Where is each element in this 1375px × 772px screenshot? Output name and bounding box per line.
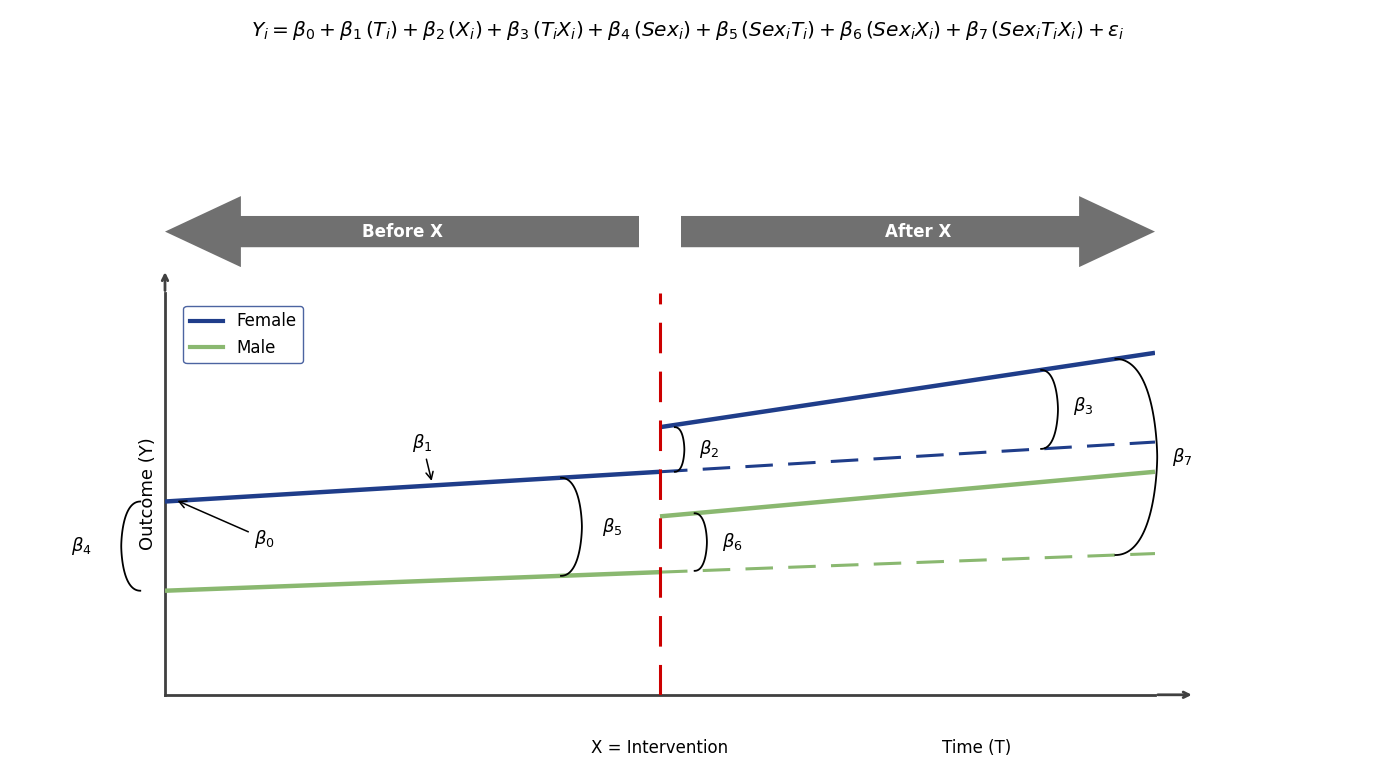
Y-axis label: Outcome (Y): Outcome (Y) [139, 438, 157, 550]
Text: $\beta_7$: $\beta_7$ [1172, 446, 1192, 468]
Text: After X: After X [884, 222, 951, 241]
Text: $\beta_4$: $\beta_4$ [70, 535, 92, 557]
Text: $\beta_1$: $\beta_1$ [412, 432, 433, 479]
Text: Before X: Before X [362, 222, 443, 241]
Polygon shape [165, 196, 639, 267]
Text: $\beta_2$: $\beta_2$ [700, 438, 719, 460]
Text: $\beta_0$: $\beta_0$ [179, 501, 275, 550]
Text: $Y_i = \beta_0 + \beta_1\,(T_i) + \beta_2\,(X_i) + \beta_3\,(T_iX_i) + \beta_4\,: $Y_i = \beta_0 + \beta_1\,(T_i) + \beta_… [250, 19, 1125, 42]
Text: Time (T): Time (T) [942, 739, 1012, 757]
Text: X = Intervention: X = Intervention [591, 739, 729, 757]
Legend: Female, Male: Female, Male [183, 306, 304, 364]
Text: $\beta_3$: $\beta_3$ [1072, 394, 1093, 417]
Polygon shape [681, 196, 1155, 267]
Text: $\beta_5$: $\beta_5$ [602, 516, 622, 538]
Text: $\beta_6$: $\beta_6$ [722, 531, 742, 553]
